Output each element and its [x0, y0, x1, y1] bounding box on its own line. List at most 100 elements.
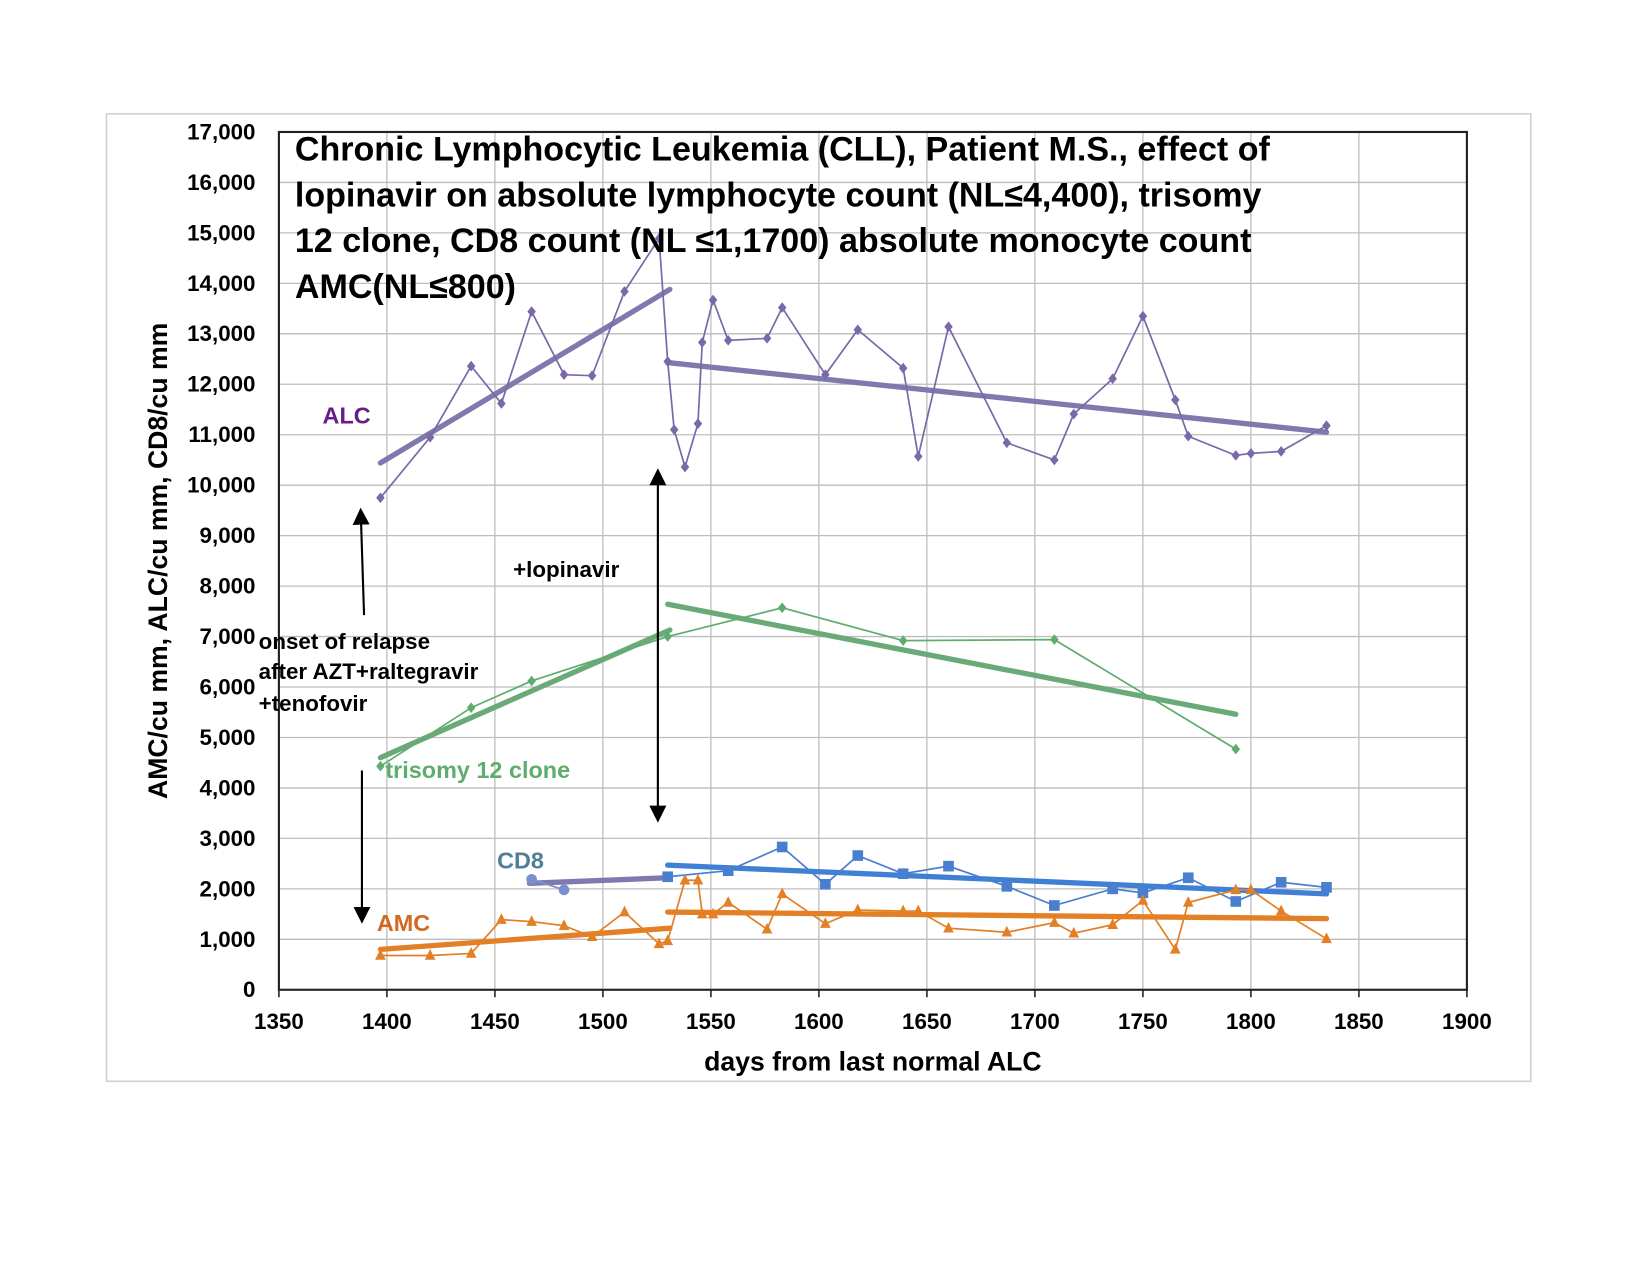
data-point-alc	[620, 286, 629, 297]
x-tick-label: 1800	[1226, 1009, 1276, 1034]
x-tick-label: 1550	[686, 1009, 736, 1034]
data-point-amc	[707, 907, 719, 919]
y-tick-label: 16,000	[187, 170, 255, 195]
title-line-4: AMC(NL≤800)	[295, 268, 516, 306]
data-point-alc	[853, 324, 863, 336]
data-point-amc	[619, 905, 630, 917]
data-point-amc	[820, 917, 831, 928]
x-tick-label: 1700	[1010, 1009, 1060, 1034]
data-point-amc	[662, 934, 674, 946]
trendline-cd8-trend-post	[665, 862, 1330, 897]
data-point-amc	[852, 903, 864, 915]
x-tick-label: 1650	[902, 1009, 952, 1034]
y-tick-label: 7,000	[200, 624, 256, 649]
y-tick-label: 15,000	[187, 220, 255, 245]
data-point-amc	[1230, 883, 1242, 895]
series-line-alc	[379, 235, 1327, 499]
trendline-amc-trend-pre	[377, 925, 673, 953]
trendline-trisomy-trend-post	[665, 601, 1239, 717]
y-tick-label: 13,000	[187, 321, 255, 346]
y-tick-label: 17,000	[187, 119, 255, 144]
annotation-relapse-1: onset of relapse	[259, 629, 430, 654]
x-tick-label: 1600	[794, 1009, 844, 1034]
y-axis-label: AMC/cu mm, ALC/cu mm, CD8/cu mm	[143, 323, 173, 799]
chart-title: Chronic Lymphocytic Leukemia (CLL), Pati…	[295, 131, 1271, 306]
data-point-amc	[1169, 943, 1181, 954]
data-point-amc	[424, 949, 436, 960]
data-point-amc	[1182, 896, 1194, 907]
trendline-cd8-trend-pre	[526, 875, 671, 886]
data-point-alc	[708, 294, 718, 306]
x-tick-label: 1350	[254, 1009, 304, 1034]
data-point-trisomy-12-clone	[1050, 634, 1059, 645]
data-point-alc	[1184, 430, 1193, 442]
data-point-alc	[693, 418, 703, 429]
series-line-cd8-pre	[531, 878, 565, 891]
gridlines	[278, 131, 1467, 990]
y-tick-label: 6,000	[200, 674, 256, 699]
y-tick-label: 4,000	[200, 775, 256, 800]
data-point-alc	[527, 306, 536, 317]
data-point-alc	[654, 233, 664, 244]
data-point-cd8-pre	[526, 873, 537, 885]
series-trisomy-12-clone	[376, 602, 1241, 772]
title-line-2: lopinavir on absolute lymphocyte count (…	[295, 176, 1262, 214]
series-label-amc: AMC	[377, 910, 430, 936]
data-point-trisomy-12-clone	[663, 631, 672, 642]
data-point-alc	[669, 424, 679, 435]
series-line-trisomy-12-clone	[379, 606, 1237, 767]
data-point-amc	[912, 904, 924, 916]
data-point-cd8	[1049, 900, 1060, 911]
data-point-alc	[1138, 310, 1148, 322]
data-point-alc	[663, 356, 672, 367]
data-point-amc	[692, 873, 704, 885]
annotation-relapse-3: +tenofovir	[259, 691, 368, 716]
data-point-alc	[944, 321, 953, 333]
data-point-amc	[526, 915, 537, 926]
plot-area-border	[277, 130, 1468, 991]
data-point-cd8	[776, 841, 788, 853]
y-tick-label: 3,000	[200, 826, 256, 851]
data-point-amc	[696, 907, 708, 919]
y-tick-label: 1,000	[200, 927, 256, 952]
data-point-alc	[425, 431, 435, 443]
data-point-amc	[943, 921, 954, 933]
data-point-alc	[466, 360, 476, 372]
x-tick-label: 1450	[470, 1009, 520, 1034]
data-point-amc	[375, 949, 386, 960]
trendlines	[377, 286, 1330, 953]
data-point-amc	[897, 904, 909, 916]
data-point-amc	[558, 919, 570, 930]
x-tick-label: 1400	[362, 1009, 412, 1034]
title-line-1: Chronic Lymphocytic Leukemia (CLL), Pati…	[295, 131, 1271, 169]
data-point-amc	[679, 873, 691, 885]
data-point-cd8	[1001, 881, 1013, 892]
data-point-amc	[586, 930, 598, 942]
data-point-alc	[1276, 446, 1286, 457]
data-point-amc	[1321, 932, 1332, 944]
y-tick-label: 12,000	[187, 372, 255, 397]
data-point-amc	[1245, 883, 1257, 895]
data-point-cd8	[943, 860, 954, 872]
data-point-alc	[376, 492, 385, 504]
data-point-trisomy-12-clone	[777, 602, 787, 614]
y-tick-label: 14,000	[187, 271, 255, 296]
data-point-cd8	[1182, 872, 1194, 884]
y-tick-label: 8,000	[200, 574, 256, 599]
data-point-alc	[1002, 437, 1012, 449]
data-point-cd8	[722, 865, 734, 877]
data-point-cd8	[1321, 882, 1332, 893]
y-tick-label: 9,000	[200, 523, 256, 548]
data-point-trisomy-12-clone	[527, 675, 536, 687]
y-axis-ticks: 0 1,000 2,000 3,000 4,000 5,000 6,000 7,000 8,00…	[187, 119, 255, 1002]
data-point-alc	[723, 335, 733, 346]
title-line-3: 12 clone, CD8 count (NL ≤1,1700) absolut…	[295, 222, 1252, 260]
data-point-alc	[1108, 373, 1117, 385]
y-tick-label: 11,000	[188, 422, 255, 447]
data-point-amc	[1137, 894, 1149, 905]
data-point-amc	[1001, 925, 1013, 937]
data-point-amc	[1068, 926, 1080, 938]
data-point-amc	[653, 937, 665, 949]
data-point-alc	[698, 337, 707, 348]
